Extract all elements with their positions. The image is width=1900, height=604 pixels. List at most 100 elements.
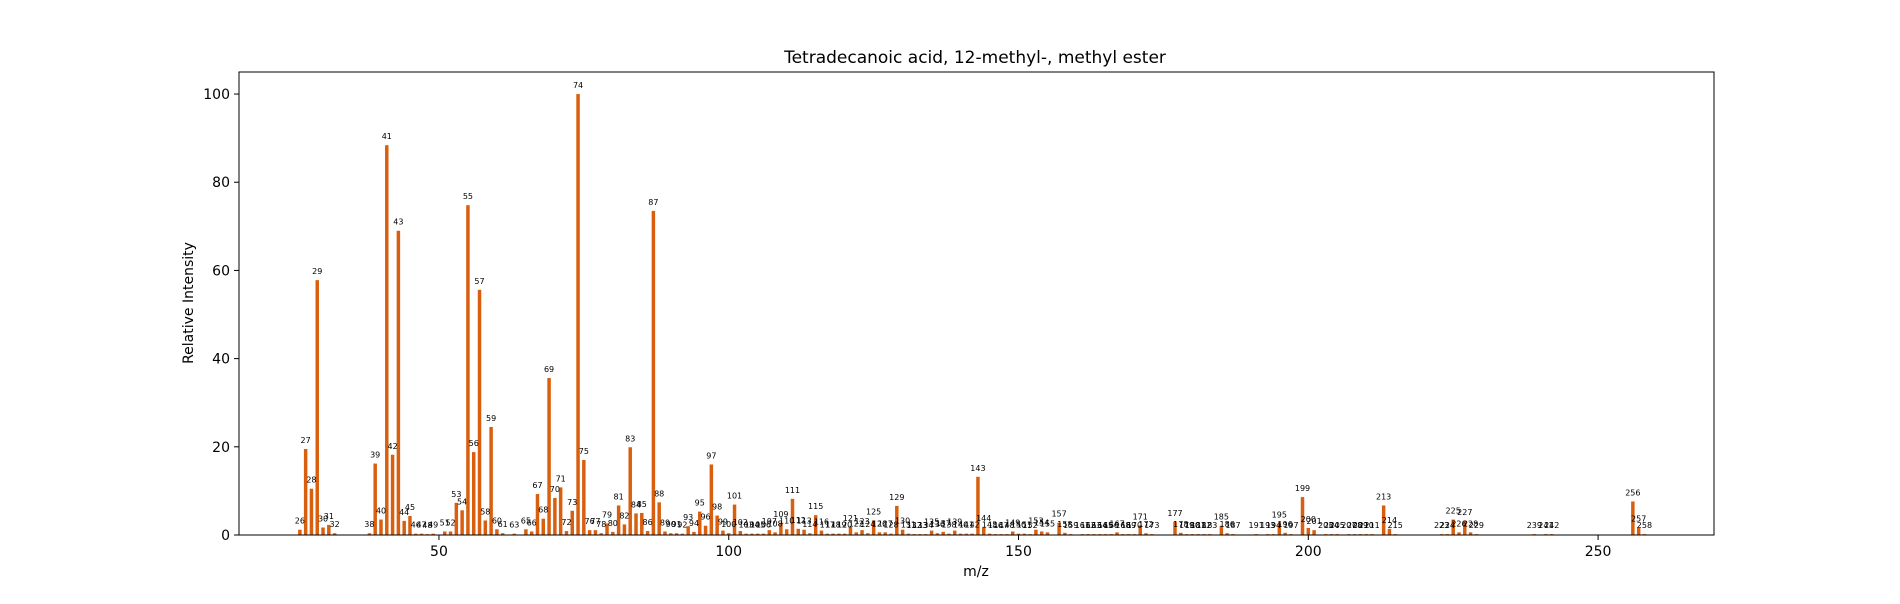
- peak-label: 84: [631, 500, 641, 509]
- peak-label: 203: [1318, 521, 1333, 530]
- x-tick-label: 250: [1585, 544, 1612, 560]
- peak-label: 124: [860, 520, 875, 529]
- peak-label: 242: [1544, 521, 1559, 530]
- peak-bar: [611, 531, 615, 535]
- peak-label: 122: [849, 519, 864, 528]
- peak-bar: [987, 533, 992, 535]
- peak-bar: [373, 463, 377, 535]
- peak-bar: [477, 289, 482, 535]
- bars-layer: [298, 94, 1647, 536]
- peak-bar: [941, 531, 945, 535]
- peak-bar: [767, 530, 772, 535]
- peak-bar: [1468, 532, 1473, 535]
- peak-label: 48: [422, 521, 432, 530]
- peak-label: 54: [457, 497, 467, 506]
- peak-label: 38: [364, 520, 374, 529]
- peak-label: 98: [712, 503, 722, 512]
- peak-bar: [558, 487, 563, 535]
- peak-bar: [553, 497, 557, 535]
- peak-bar: [796, 528, 801, 535]
- peak-bar: [732, 504, 737, 535]
- peak-label: 101: [727, 492, 742, 501]
- peak-label: 164: [1092, 521, 1107, 530]
- peak-label: 83: [625, 434, 635, 443]
- peak-label: 136: [930, 520, 945, 529]
- peak-label: 256: [1625, 488, 1640, 497]
- peak-label: 197: [1283, 521, 1298, 530]
- peak-label: 153: [1028, 517, 1043, 526]
- peak-bar: [831, 533, 835, 535]
- peak-label: 30: [318, 515, 328, 524]
- peak-label: 210: [1359, 521, 1374, 530]
- peak-bar: [408, 516, 412, 535]
- peak-label: 208: [1347, 521, 1362, 530]
- peak-bar: [471, 452, 476, 535]
- peak-label: 182: [1196, 521, 1211, 530]
- peak-label: 111: [785, 486, 800, 495]
- peak-bar: [651, 210, 656, 535]
- peak-bar: [402, 520, 406, 535]
- peak-label: 224: [1440, 521, 1455, 530]
- peak-bar: [414, 533, 418, 535]
- peak-label: 128: [883, 521, 898, 530]
- peak-label: 132: [907, 521, 922, 530]
- peak-label: 161: [1075, 521, 1090, 530]
- peak-label: 109: [773, 510, 788, 519]
- peak-bar: [1022, 533, 1027, 535]
- peak-label: 71: [556, 474, 566, 483]
- peak-bar: [871, 520, 876, 535]
- peak-bar: [866, 533, 870, 535]
- peak-bar: [877, 532, 882, 535]
- peak-label: 94: [689, 519, 699, 528]
- peak-bar: [825, 533, 829, 535]
- peak-bar: [1144, 533, 1148, 535]
- y-tick-label: 0: [221, 528, 230, 544]
- y-tick-label: 60: [212, 263, 230, 279]
- peak-label: 204: [1324, 521, 1339, 530]
- x-tick-label: 150: [1005, 544, 1032, 560]
- y-tick-label: 20: [212, 440, 230, 456]
- peak-label: 144: [976, 514, 991, 523]
- peak-bar: [790, 498, 795, 535]
- peak-bar: [1381, 505, 1386, 535]
- peak-bar: [715, 515, 719, 535]
- plot-frame: [238, 71, 1715, 536]
- peak-label: 241: [1538, 521, 1553, 530]
- peak-label: 56: [469, 439, 479, 448]
- peak-label: 185: [1214, 513, 1229, 522]
- peak-label: 115: [808, 502, 823, 511]
- peak-label: 52: [445, 518, 455, 527]
- peak-label: 140: [953, 521, 968, 530]
- peak-label: 137: [936, 519, 951, 528]
- peak-bar: [779, 523, 783, 535]
- peak-label: 63: [509, 521, 519, 530]
- peak-label: 61: [498, 520, 508, 529]
- peak-bar: [512, 533, 517, 535]
- peak-bar: [1179, 532, 1183, 535]
- x-tick-label: 50: [430, 544, 448, 560]
- y-axis-label: Relative Intensity: [181, 242, 197, 364]
- peak-label: 100: [721, 520, 736, 529]
- peak-bar: [680, 533, 685, 535]
- peak-bar: [1138, 525, 1142, 535]
- peak-label: 88: [654, 489, 664, 498]
- peak-bar: [1631, 501, 1635, 535]
- peak-label: 170: [1127, 521, 1142, 530]
- peak-bar: [1016, 533, 1021, 535]
- peak-bar: [842, 533, 847, 535]
- peak-label: 146: [988, 521, 1003, 530]
- peak-bar: [1636, 527, 1641, 535]
- peak-label: 70: [550, 485, 560, 494]
- peak-bar: [599, 533, 603, 535]
- peak-bar: [1451, 519, 1455, 535]
- y-tick-label: 100: [203, 87, 230, 103]
- peak-bar: [564, 531, 569, 535]
- peak-label: 57: [474, 277, 484, 286]
- peak-label: 209: [1353, 521, 1368, 530]
- peak-bar: [976, 476, 980, 535]
- peak-label: 114: [802, 520, 817, 529]
- peak-label: 133: [912, 521, 927, 530]
- peak-bar: [889, 533, 893, 535]
- peak-label: 45: [405, 503, 415, 512]
